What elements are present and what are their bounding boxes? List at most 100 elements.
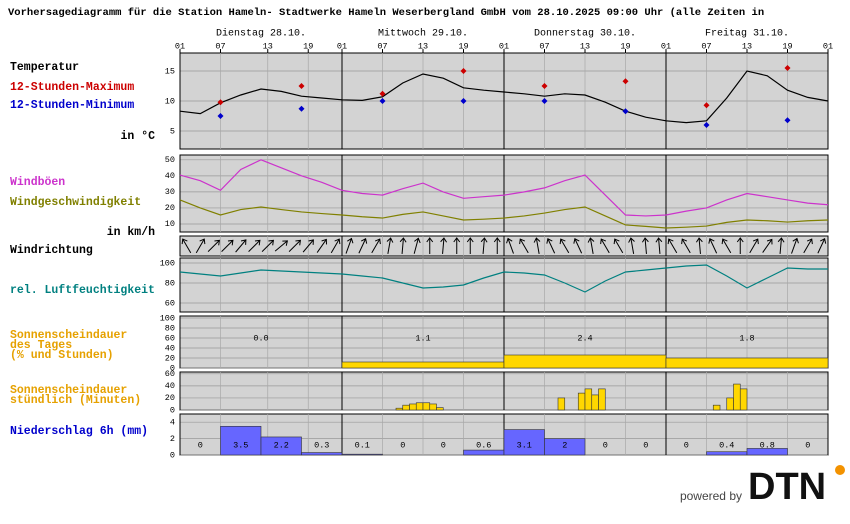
bar (665, 357, 829, 369)
value-label: 0 (603, 440, 608, 450)
wind-arrow (371, 238, 381, 254)
value-label: 0.0 (253, 333, 268, 343)
arrow-shaft (507, 238, 514, 254)
x-tick-label: 19 (620, 41, 630, 51)
arrow-head (695, 237, 703, 243)
powered-by: powered by (680, 489, 742, 503)
arrow-head (533, 237, 541, 243)
wind-arrow (721, 238, 732, 254)
bar (733, 383, 741, 411)
x-tick-label: 07 (377, 41, 387, 51)
x-tick-label: 01 (175, 41, 185, 51)
bar (220, 425, 262, 456)
day-label: Dienstag 28.10. (216, 28, 306, 40)
arrow-shaft (221, 239, 234, 253)
arrow-shaft (644, 237, 647, 255)
max-min-point (460, 68, 467, 74)
arrow-head (374, 238, 381, 245)
arrow-shaft (302, 239, 314, 253)
value-label: 0.1 (355, 440, 370, 450)
arrow-shaft (791, 238, 798, 254)
legend-entry: 12-Stunden-Minimum (10, 99, 134, 112)
x-tick-label: 01 (499, 41, 509, 51)
arrow-head (655, 237, 663, 243)
max-min-point (298, 83, 305, 89)
bar (341, 361, 505, 369)
wind-arrow (330, 238, 341, 254)
arrow-head (613, 238, 620, 245)
arrow-head (268, 239, 274, 246)
arrow-shaft (698, 237, 701, 255)
y-tick-label: 15 (165, 66, 175, 76)
bar (584, 388, 593, 411)
wind-arrow (613, 238, 624, 254)
wind-arrow (641, 237, 649, 255)
arrow-shaft (589, 238, 594, 254)
x-tick-label: 01 (337, 41, 347, 51)
arrow-head (308, 239, 314, 245)
arrow-head (440, 237, 448, 243)
arrow-shaft (614, 238, 624, 254)
x-tick-label: 13 (742, 41, 752, 51)
legend-entry: 12-Stunden-Maximum (10, 81, 134, 94)
arrow-shaft (658, 237, 661, 255)
arrow-head (227, 239, 234, 246)
y-tick-label: 10 (165, 96, 175, 106)
wind-arrow (195, 238, 206, 254)
bar (557, 397, 566, 411)
wind-arrow (506, 237, 514, 254)
arrow-head (667, 238, 674, 245)
value-label: 0 (684, 440, 689, 450)
wind-arrow (181, 238, 192, 254)
arrow-head (628, 237, 635, 243)
panel-title: Temperatur (10, 61, 79, 74)
arrow-shaft (182, 238, 192, 254)
x-tick-label: 19 (458, 41, 468, 51)
legend-entry: Windböen (10, 176, 65, 189)
bar (712, 404, 721, 411)
value-label: 0 (643, 440, 648, 450)
panel-title: Sonnenscheindauer (10, 384, 127, 397)
y-tick-label: 100 (160, 313, 175, 323)
panel-title: Windrichtung (10, 244, 93, 257)
bar (591, 394, 599, 411)
panel-title: des Tages (10, 339, 72, 352)
arrow-head (587, 237, 595, 243)
bar (260, 436, 302, 456)
arrow-shaft (560, 238, 570, 254)
legend-entry: Windgeschwindigkeit (10, 196, 141, 209)
wind-arrow (453, 237, 461, 254)
arrow-shaft (547, 238, 556, 254)
wind-arrow (288, 239, 301, 253)
arrow-head (766, 238, 773, 245)
y-tick-label: 60 (165, 369, 175, 379)
wind-arrow (519, 238, 529, 254)
wind-arrow (573, 237, 583, 254)
arrow-head (254, 239, 261, 246)
max-min-point (217, 99, 224, 106)
value-label: 0 (805, 440, 810, 450)
wind-arrow (559, 238, 570, 254)
bar (598, 388, 606, 411)
max-min-point (784, 65, 791, 71)
wind-arrow (762, 238, 773, 253)
wind-arrow (817, 237, 827, 254)
x-tick-label: 13 (418, 41, 428, 51)
wind-arrow (587, 237, 595, 254)
value-label: 0 (400, 440, 405, 450)
arrow-head (752, 238, 759, 245)
arrow-shaft (722, 238, 732, 254)
value-label: 0 (441, 440, 446, 450)
arrow-shaft (762, 239, 773, 253)
value-label: 0.3 (314, 440, 329, 450)
arrow-shaft (248, 239, 261, 253)
wind-arrow (600, 238, 610, 254)
arrow-shaft (413, 238, 419, 254)
y-tick-label: 0 (170, 363, 175, 373)
panel-title: Niederschlag 6h (mm) (10, 425, 148, 438)
x-tick-label: 07 (539, 41, 549, 51)
bar (409, 403, 417, 411)
arrow-head (480, 237, 488, 243)
value-label: 3.1 (517, 440, 532, 450)
